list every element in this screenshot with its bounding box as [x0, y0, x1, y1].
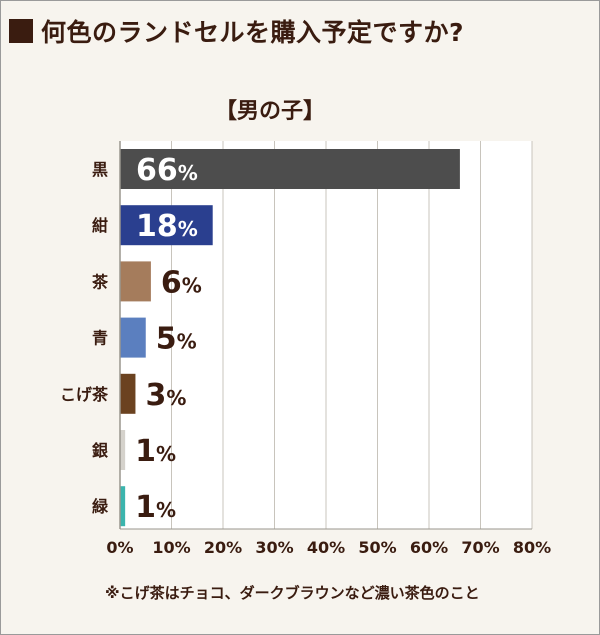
category-label: 紺: [92, 216, 108, 235]
title-square-icon: [9, 19, 33, 43]
bar: [120, 261, 151, 302]
value-label: 5%: [156, 322, 197, 357]
category-label: 黒: [92, 160, 108, 179]
category-label: 緑: [92, 497, 109, 516]
bar: [120, 205, 213, 246]
chart-footnote: ※こげ茶はチョコ、ダークブラウンなど濃い茶色のこと: [105, 584, 480, 602]
category-label: 茶: [91, 272, 109, 291]
chart-subtitle: 【男の子】: [215, 99, 326, 124]
value-label: 1%: [135, 490, 176, 525]
x-tick-label: 80%: [513, 538, 551, 557]
x-tick-label: 40%: [307, 538, 345, 557]
x-tick-label: 10%: [152, 538, 190, 557]
x-tick-label: 50%: [358, 538, 396, 557]
bar: [120, 430, 126, 470]
value-label: 3%: [145, 378, 186, 413]
bar: [120, 149, 460, 189]
category-label: 銀: [92, 441, 108, 460]
x-tick-label: 30%: [255, 538, 293, 557]
value-label: 1%: [135, 434, 176, 469]
bar: [120, 373, 136, 414]
category-label: 青: [92, 329, 108, 348]
value-label: 66%: [136, 153, 198, 188]
value-label: 18%: [136, 209, 198, 244]
category-label: こげ茶: [60, 385, 109, 404]
x-tick-label: 60%: [410, 538, 448, 557]
x-tick-label: 70%: [461, 538, 499, 557]
value-label: 6%: [161, 265, 202, 300]
x-tick-label: 0%: [106, 538, 133, 557]
bar: [120, 317, 146, 358]
chart-title-block: 何色のランドセルを購入予定ですか?: [9, 13, 464, 49]
bar: [120, 486, 126, 527]
chart-title: 何色のランドセルを購入予定ですか?: [41, 18, 465, 47]
x-tick-label: 20%: [204, 538, 242, 557]
